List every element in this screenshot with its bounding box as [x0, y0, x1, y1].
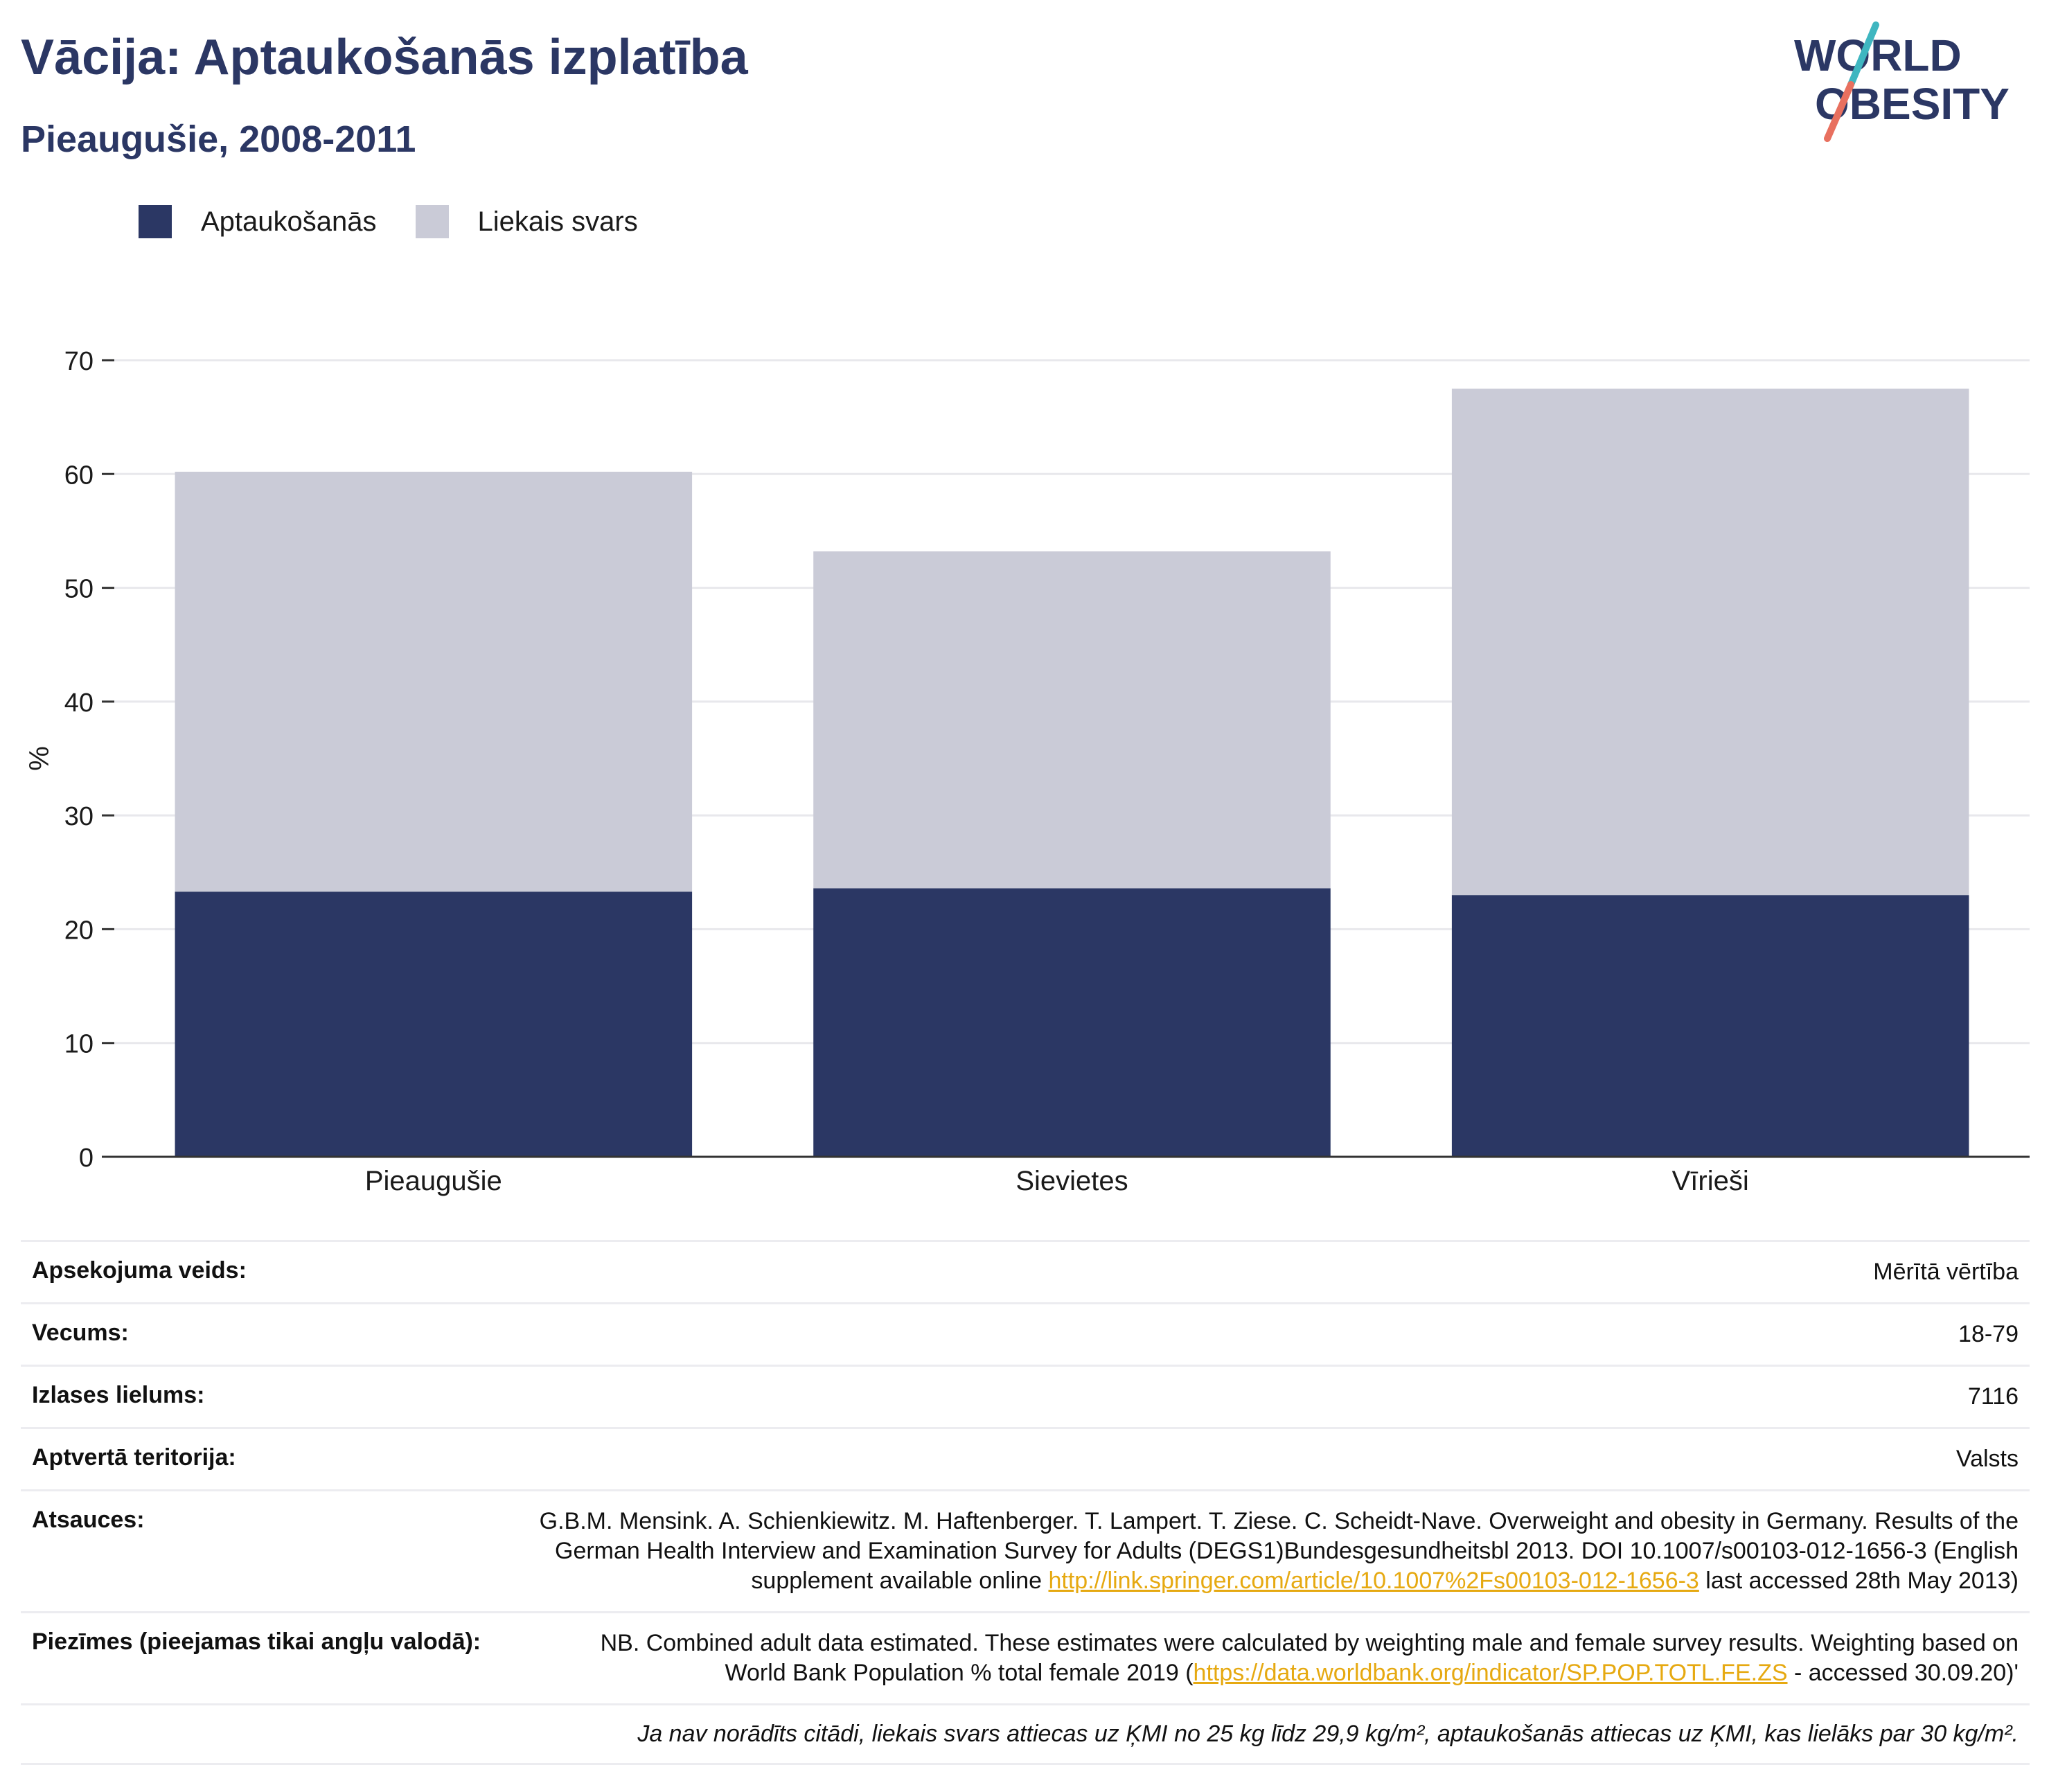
notes-text: NB. Combined adult data estimated. These… — [600, 1630, 2019, 1686]
meta-value: 18-79 — [1958, 1321, 2019, 1347]
y-tick-label: 20 — [64, 916, 94, 945]
y-tick-label: 60 — [64, 461, 94, 490]
logo-line1: WORLD — [1794, 30, 1962, 80]
y-tick-label: 30 — [64, 802, 94, 831]
notes-link[interactable]: https://data.worldbank.org/indicator/SP.… — [1193, 1660, 1788, 1686]
bar-obesity — [175, 891, 693, 1157]
meta-value: 7116 — [1967, 1383, 2019, 1410]
bar-obesity — [1451, 895, 1969, 1157]
meta-label: Aptvertā teritorija: — [32, 1444, 236, 1471]
meta-row-notes: Piezīmes (pieejamas tikai angļu valodā):… — [21, 1611, 2030, 1703]
legend-swatch-obesity — [139, 205, 172, 238]
meta-row-references: Atsauces: G.B.M. Mensink. A. Schienkiewi… — [21, 1489, 2030, 1611]
meta-value: NB. Combined adult data estimated. These… — [538, 1629, 2019, 1688]
x-tick-label: Pieaugušie — [365, 1166, 502, 1196]
meta-value: G.B.M. Mensink. A. Schienkiewitz. M. Haf… — [538, 1507, 2019, 1596]
meta-row-area: Aptvertā teritorija: Valsts — [21, 1427, 2030, 1489]
world-obesity-logo: WORLD OBESITY — [1794, 21, 2010, 142]
legend-item-overweight: Liekais svars — [415, 205, 638, 238]
bar-obesity — [813, 888, 1331, 1157]
meta-row-survey-type: Apsekojuma veids: Mērītā vērtība — [21, 1240, 2030, 1302]
references-text: G.B.M. Mensink. A. Schienkiewitz. M. Haf… — [539, 1508, 2019, 1594]
meta-label: Vecums: — [32, 1320, 129, 1346]
bar-overweight — [175, 472, 693, 892]
legend-item-obesity: Aptaukošanās — [139, 205, 377, 238]
meta-label: Atsauces: — [32, 1507, 145, 1533]
y-tick-label: 0 — [79, 1144, 94, 1173]
survey-metadata-table: Apsekojuma veids: Mērītā vērtība Vecums:… — [21, 1240, 2030, 1765]
meta-value: Valsts — [1955, 1446, 2019, 1472]
meta-value: Mērītā vērtība — [1873, 1259, 2019, 1285]
x-tick-label: Vīrieši — [1672, 1166, 1749, 1196]
y-tick-label: 40 — [64, 689, 94, 718]
y-tick-label: 10 — [64, 1030, 94, 1059]
meta-row-footnote: Ja nav norādīts citādi, liekais svars at… — [21, 1703, 2030, 1765]
legend-label-obesity: Aptaukošanās — [201, 206, 377, 237]
notes-text-end: - accessed 30.09.20)' — [1787, 1660, 2019, 1686]
bar-chart: 0 10 20 30 40 50 60 70% Pieaugušie Sievietes Vīrie… — [24, 347, 2030, 1196]
logo-slash-bottom — [1824, 81, 1854, 142]
bar-overweight — [1451, 389, 1969, 896]
chart-legend: Aptaukošanās Liekais svars — [139, 205, 677, 238]
x-tick-label: Sievietes — [1015, 1166, 1128, 1196]
meta-label: Izlases lielums: — [32, 1382, 205, 1408]
y-tick-label: 70 — [64, 347, 94, 376]
y-tick-label: 50 — [64, 575, 94, 604]
meta-row-sample-size: Izlases lielums: 7116 — [21, 1365, 2030, 1427]
meta-label: Apsekojuma veids: — [32, 1257, 247, 1284]
bar-overweight — [813, 551, 1331, 889]
references-text-end: last accessed 28th May 2013) — [1698, 1568, 2019, 1594]
footnote: Ja nav norādīts citādi, liekais svars at… — [637, 1721, 2019, 1747]
meta-row-age: Vecums: 18-79 — [21, 1302, 2030, 1365]
legend-label-overweight: Liekais svars — [477, 206, 638, 237]
y-axis-label: % — [24, 746, 55, 771]
logo-slash-top — [1847, 21, 1879, 88]
meta-label: Piezīmes (pieejamas tikai angļu valodā): — [32, 1629, 481, 1655]
references-link[interactable]: http://link.springer.com/article/10.1007… — [1048, 1568, 1699, 1594]
page-title: Vācija: Aptaukošanās izplatība — [21, 30, 748, 85]
page-subtitle: Pieaugušie, 2008-2011 — [21, 118, 416, 160]
legend-swatch-overweight — [415, 205, 449, 238]
